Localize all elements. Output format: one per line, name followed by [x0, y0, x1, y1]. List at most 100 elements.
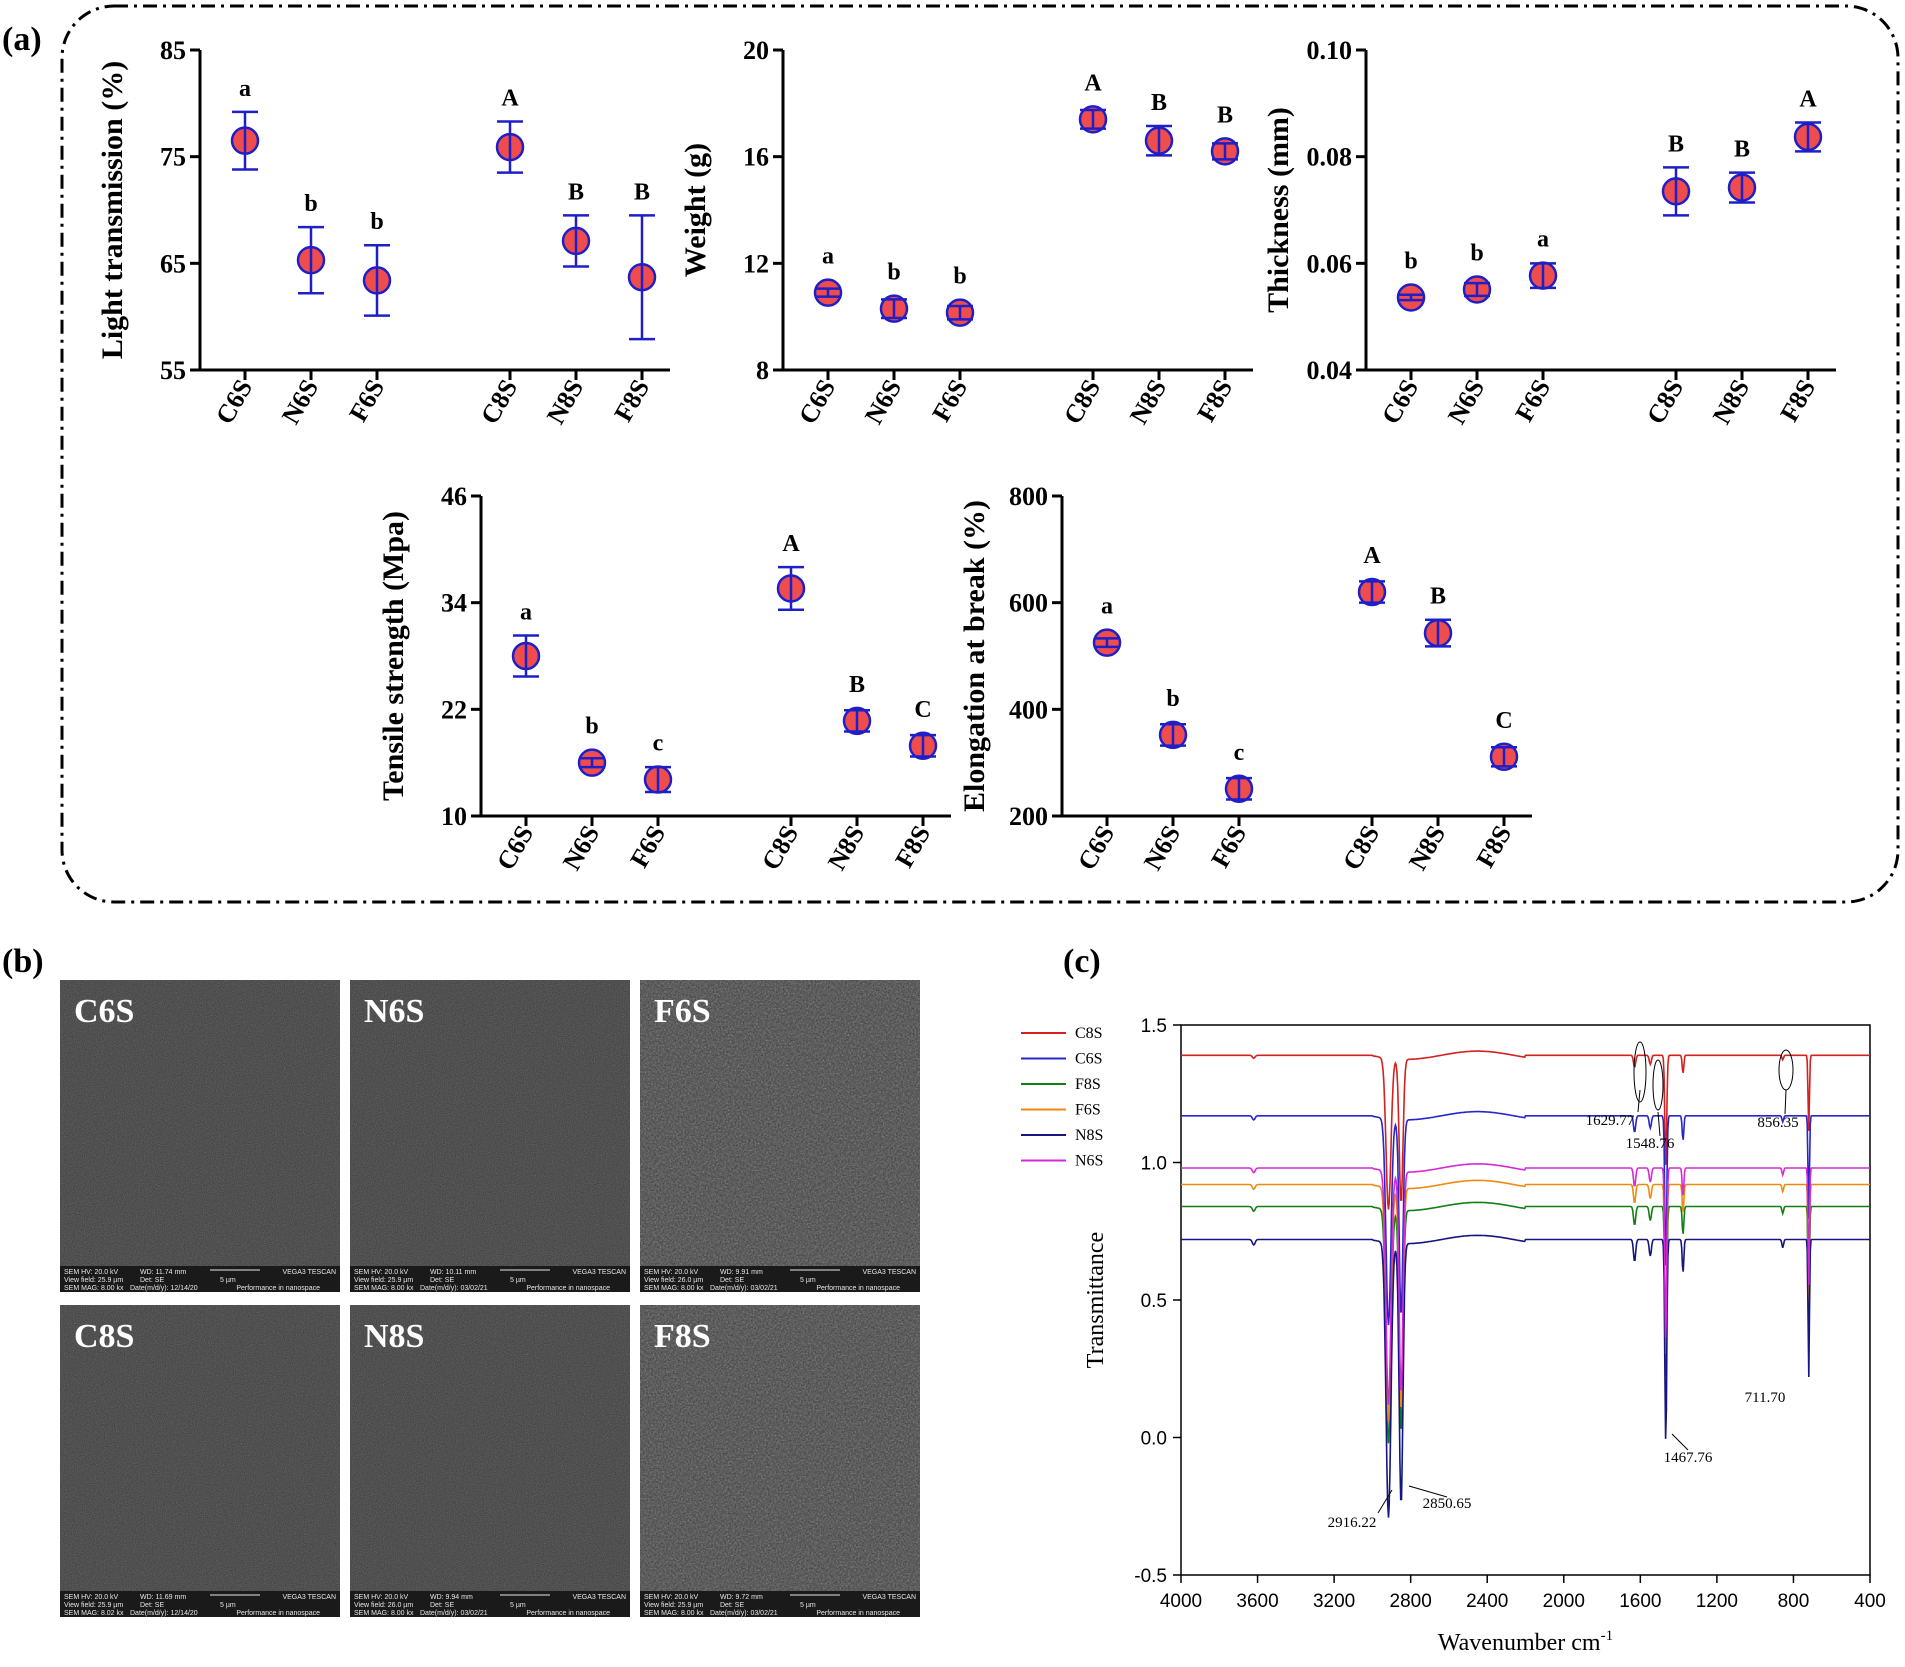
- x-tick-label-n6s: N6S: [1442, 375, 1490, 430]
- x-tick-label-f6s: F6S: [624, 821, 671, 873]
- sem-info-tagline: Performance in nanospace: [816, 1285, 900, 1292]
- x-tick-label-n6s: N6S: [557, 821, 605, 876]
- sem-info-det: Det: SE: [140, 1602, 164, 1609]
- sem-image-f6s: F6S SEM HV: 20.0 kV WD: 9.91 mm VEGA3 TESCA…: [640, 980, 920, 1292]
- sem-info-field: View field: 25.9 µm: [64, 1277, 123, 1284]
- sem-info-mag: SEM MAG: 8.00 kx: [64, 1285, 124, 1292]
- significance-letter: a: [520, 600, 532, 626]
- sem-info-mag: SEM MAG: 8.00 kx: [354, 1610, 414, 1617]
- sem-info-wd: WD: 9.72 mm: [720, 1594, 763, 1601]
- peak-annotation: 2850.65: [1423, 1496, 1472, 1512]
- sem-info-det: Det: SE: [140, 1277, 164, 1284]
- y-axis-title: Thickness (mm): [1262, 107, 1295, 313]
- sem-info-brand: VEGA3 TESCAN: [282, 1594, 336, 1601]
- y-tick-label: -0.5: [1134, 1566, 1167, 1587]
- panel-b-label: (b): [2, 943, 44, 980]
- sem-info-tagline: Performance in nanospace: [526, 1285, 610, 1292]
- x-tick-label-c6s: C6S: [793, 375, 841, 430]
- x-tick-label: 2400: [1466, 1591, 1508, 1612]
- sem-info-det: Det: SE: [720, 1277, 744, 1284]
- sem-info-wd: WD: 11.69 mm: [140, 1594, 186, 1601]
- x-tick-label: 1600: [1619, 1591, 1661, 1612]
- significance-letter: b: [1404, 248, 1417, 274]
- sem-image-label: N6S: [364, 993, 424, 1030]
- sem-info-field: View field: 25.9 µm: [644, 1602, 703, 1609]
- legend-label-c8s: C8S: [1075, 1025, 1103, 1042]
- sem-info-scale: 5 µm: [510, 1602, 526, 1609]
- x-tick-label-n8s: N8S: [822, 821, 870, 876]
- sem-info-mag: SEM MAG: 8.02 kx: [64, 1610, 124, 1617]
- y-axis-title: Transmittance: [1083, 1232, 1109, 1368]
- panel-a-label: (a): [2, 21, 42, 58]
- sem-info-bar: [60, 1591, 340, 1617]
- sem-info-tagline: Performance in nanospace: [526, 1610, 610, 1617]
- sem-info-bar: [60, 1266, 340, 1292]
- light-chart: 55 65 75 85 Light transmission (%) C6S a N6S b F6…: [96, 36, 670, 429]
- y-tick-label: 85: [160, 36, 186, 65]
- peak-annotation: 2916.22: [1328, 1515, 1377, 1531]
- sem-image-texture: [350, 1305, 630, 1591]
- legend-label-f6s: F6S: [1075, 1102, 1101, 1119]
- significance-letter: A: [501, 85, 519, 111]
- x-tick-label-f8s: F8S: [608, 375, 655, 427]
- significance-letter: B: [1734, 137, 1750, 163]
- y-tick-label: 8: [756, 356, 769, 385]
- sem-image-texture: [640, 980, 920, 1266]
- sem-info-hv: SEM HV: 20.0 kV: [64, 1269, 119, 1276]
- significance-letter: b: [304, 191, 317, 217]
- significance-letter: a: [822, 244, 834, 270]
- significance-letter: C: [914, 697, 931, 723]
- sem-info-scale: 5 µm: [220, 1602, 236, 1609]
- x-tick-label-f6s: F6S: [926, 375, 973, 427]
- significance-letter: A: [1084, 70, 1102, 96]
- x-tick-label-c6s: C6S: [491, 821, 539, 876]
- series-line-c6s: [1181, 1110, 1870, 1326]
- y-axis-title: Tensile strength (Mpa): [377, 511, 410, 801]
- sem-info-brand: VEGA3 TESCAN: [862, 1594, 916, 1601]
- elongation-chart: 200 400 600 800 Elongation at break (%) C6S a N…: [958, 482, 1532, 875]
- x-tick-label-n8s: N8S: [1403, 821, 1451, 876]
- peak-annotation: 1467.76: [1664, 1450, 1713, 1466]
- sem-info-hv: SEM HV: 20.0 kV: [64, 1594, 119, 1601]
- x-tick-label: 400: [1854, 1591, 1886, 1612]
- sem-info-field: View field: 25.9 µm: [64, 1602, 123, 1609]
- thickness-chart: 0.04 0.06 0.08 0.10 Thickness (mm) C6S b N6S b F6…: [1262, 36, 1836, 429]
- sem-info-brand: VEGA3 TESCAN: [282, 1269, 336, 1276]
- sem-info-wd: WD: 11.74 mm: [140, 1269, 186, 1276]
- x-tick-label-c8s: C8S: [1058, 375, 1106, 430]
- peak-annotation: 711.70: [1745, 1390, 1786, 1406]
- series-line-f8s: [1181, 1201, 1870, 1444]
- x-tick-label: 800: [1778, 1591, 1810, 1612]
- y-tick-label: 0.0: [1141, 1429, 1167, 1450]
- sem-info-scale: 5 µm: [220, 1277, 236, 1284]
- significance-letter: C: [1495, 708, 1512, 734]
- x-tick-label-f6s: F6S: [343, 375, 390, 427]
- significance-letter: a: [1101, 594, 1113, 620]
- sem-info-brand: VEGA3 TESCAN: [572, 1269, 626, 1276]
- significance-letter: B: [1668, 131, 1684, 157]
- significance-letter: a: [239, 76, 251, 102]
- significance-letter: B: [568, 179, 584, 205]
- annotation-leader: [1377, 1489, 1393, 1514]
- sem-image-f8s: F8S SEM HV: 20.0 kV WD: 9.72 mm VEGA3 TESCA…: [640, 1305, 920, 1617]
- x-tick-label-c6s: C6S: [1376, 375, 1424, 430]
- sem-info-bar: [640, 1591, 920, 1617]
- annotation-leader: [1657, 1111, 1661, 1137]
- significance-letter: b: [585, 714, 598, 740]
- sem-info-mag: SEM MAG: 8.00 kx: [644, 1610, 704, 1617]
- ftir-plot-frame: [1180, 1024, 1871, 1576]
- legend-label-c6s: C6S: [1075, 1051, 1103, 1068]
- x-tick-label: 4000: [1160, 1591, 1202, 1612]
- sem-image-texture: [350, 980, 630, 1266]
- sem-info-bar: [350, 1591, 630, 1617]
- sem-info-date: Date(m/d/y): 03/02/21: [420, 1610, 488, 1617]
- series-line-f6s: [1181, 1179, 1870, 1422]
- y-tick-label: 1.5: [1141, 1016, 1167, 1037]
- y-tick-label: 0.08: [1307, 143, 1353, 172]
- panel-c-label: (c): [1063, 943, 1101, 980]
- y-tick-label: 0.5: [1141, 1291, 1167, 1312]
- significance-letter: B: [1151, 90, 1167, 116]
- x-tick-label-c8s: C8S: [1337, 821, 1385, 876]
- annotation-leader: [1784, 1089, 1787, 1115]
